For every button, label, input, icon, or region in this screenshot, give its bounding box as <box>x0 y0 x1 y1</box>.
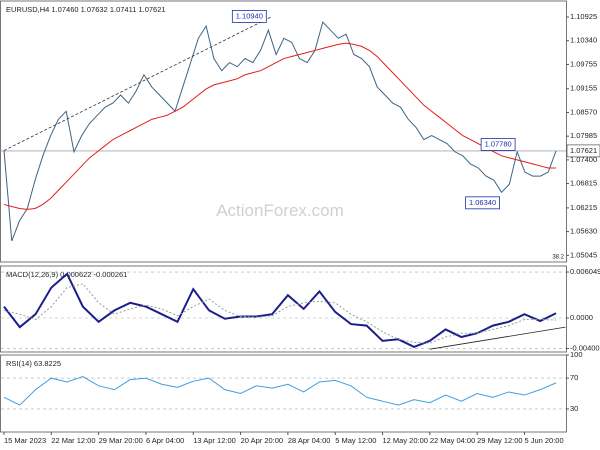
x-tick-label: 29 Mar 20:00 <box>99 436 143 445</box>
y-tick-label: 1.10340 <box>570 36 597 45</box>
y-tick-label: 1.08570 <box>570 107 597 116</box>
x-tick-label: 5 May 12:00 <box>335 436 376 445</box>
series-line <box>3 272 557 348</box>
y-tick-label: 100 <box>570 350 583 359</box>
trend-line <box>3 16 273 151</box>
panel-title: EURUSD,H4 1.07460 1.07632 1.07411 1.0762… <box>6 5 166 14</box>
y-tick-label: 1.10925 <box>570 12 597 21</box>
y-tick-label: 1.06215 <box>570 203 597 212</box>
x-tick-label: 15 Mar 2023 <box>4 436 46 445</box>
y-tick-label: 30 <box>570 404 578 413</box>
trend-line <box>429 326 566 350</box>
y-tick-label: 1.05045 <box>570 250 597 259</box>
y-tick-label: 1.06815 <box>570 179 597 188</box>
x-tick-label: 22 Mar 12:00 <box>51 436 95 445</box>
y-tick-label: 1.09155 <box>570 84 597 93</box>
series-line <box>3 283 557 344</box>
series-line <box>3 21 557 242</box>
y-tick-label: 1.07985 <box>570 131 597 140</box>
panel-frame <box>0 265 567 353</box>
y-tick-label: 0.0000 <box>570 313 593 322</box>
panel-title: RSI(14) 63.8225 <box>6 359 61 368</box>
note-label: 38.2 <box>552 255 564 261</box>
y-tick-label: 1.09755 <box>570 59 597 68</box>
x-tick-label: 12 May 20:00 <box>383 436 428 445</box>
x-tick-label: 29 May 12:00 <box>477 436 522 445</box>
y-tick-label: -0.004005 <box>570 343 600 352</box>
x-tick-label: 13 Apr 12:00 <box>193 436 236 445</box>
x-tick-label: 20 Apr 20:00 <box>241 436 284 445</box>
annotation-label: 1.06340 <box>469 198 496 207</box>
y-tick-label: 1.05630 <box>570 227 597 236</box>
x-tick-label: 5 Jun 20:00 <box>524 436 563 445</box>
x-tick-label: 6 Apr 04:00 <box>146 436 184 445</box>
y-tick-label: 0.006049 <box>570 267 600 276</box>
x-tick-label: 28 Apr 04:00 <box>288 436 331 445</box>
annotation-box <box>465 196 500 210</box>
series-line <box>3 42 556 210</box>
watermark: ActionForex.com <box>216 201 344 220</box>
y-tick-label: 1.07400 <box>570 155 597 164</box>
y-tick-label: 70 <box>570 373 578 382</box>
annotation-label: 1.07780 <box>485 139 512 148</box>
annotation-box <box>231 10 267 23</box>
x-tick-label: 22 May 04:00 <box>430 436 475 445</box>
current-price-box <box>566 144 600 158</box>
panel-frame <box>0 0 567 263</box>
annotation-label: 1.10940 <box>236 11 263 20</box>
series-line <box>3 376 557 406</box>
current-price-label: 1.07621 <box>570 146 597 155</box>
annotation-box <box>480 138 516 151</box>
panel-frame <box>0 354 567 433</box>
